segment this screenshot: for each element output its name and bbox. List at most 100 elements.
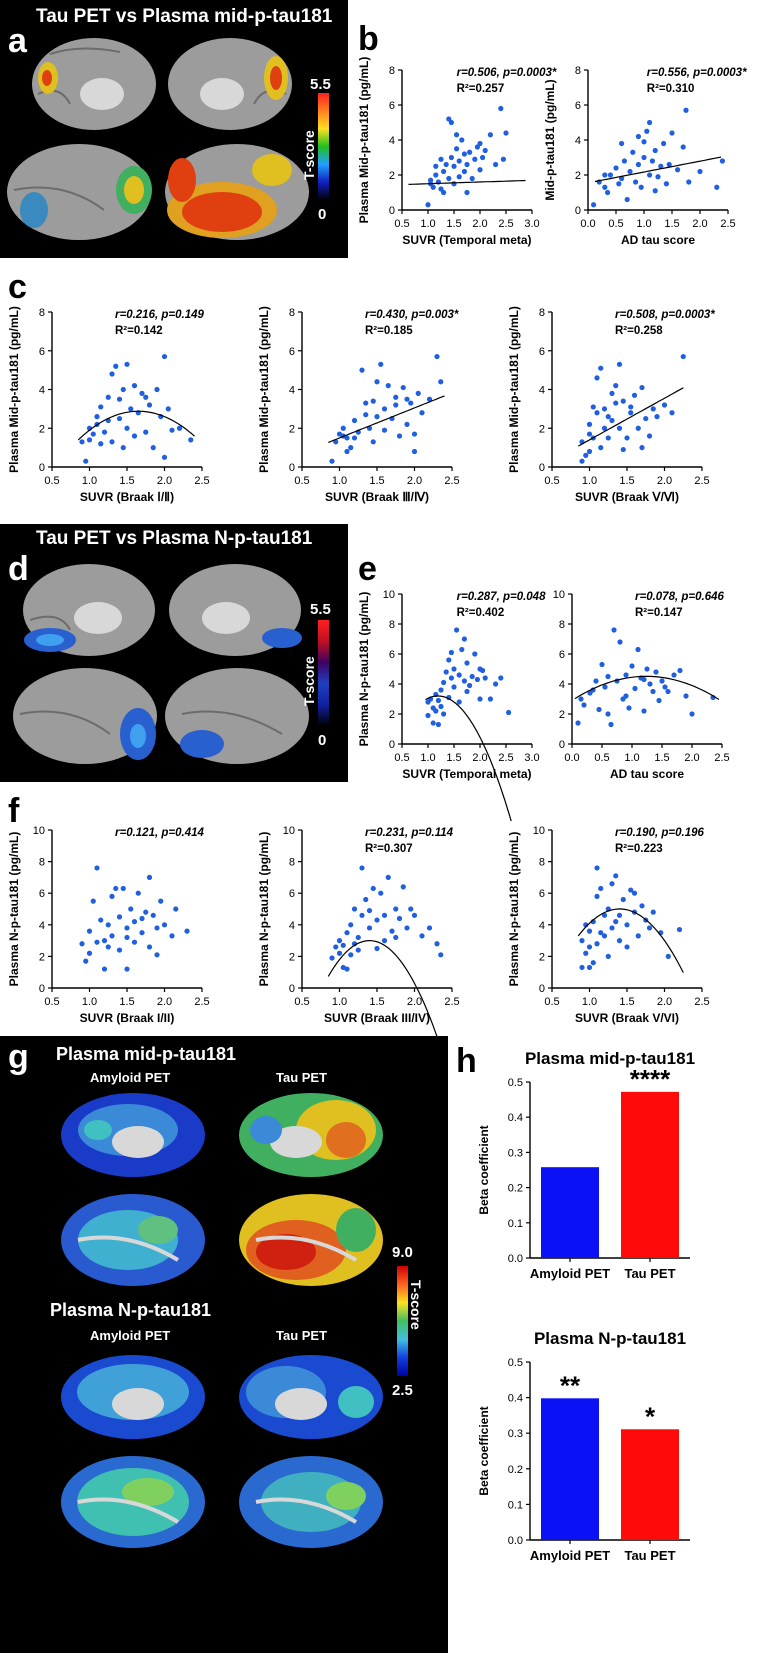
- x-tick-label: 2.0: [157, 996, 172, 1008]
- data-point: [400, 884, 406, 890]
- data-point: [477, 140, 483, 147]
- data-point: [374, 379, 380, 385]
- y-tick-label: 6: [389, 649, 395, 661]
- stat-r-squared: R²=0.257: [457, 83, 505, 95]
- data-point: [482, 147, 488, 154]
- chart-c1: 0 2 4 6 8 Plasma Mid-p-tau181 (pg/mL) 0.5 1.0 1.…: [7, 306, 210, 504]
- x-tick-label: 1.5: [654, 752, 669, 764]
- data-point: [415, 390, 421, 396]
- significance-stars: ****: [630, 1064, 671, 1094]
- data-point: [480, 667, 486, 674]
- panel-g-tau-label-2: Tau PET: [276, 1328, 328, 1343]
- data-point: [639, 903, 645, 909]
- data-point: [355, 934, 361, 941]
- data-point: [430, 720, 436, 726]
- data-point: [381, 938, 388, 944]
- y-axis-label: Plasma N-p-tau181 (pg/mL): [257, 832, 271, 987]
- bar-amyloid-pet: [541, 1167, 599, 1258]
- data-point: [433, 163, 439, 169]
- data-point: [359, 865, 365, 871]
- data-point: [620, 398, 626, 404]
- y-axis-label: Beta coefficient: [477, 1125, 491, 1214]
- brain-a-medial-right: [168, 38, 292, 130]
- y-tick-label: 0: [389, 739, 395, 751]
- data-point: [329, 458, 335, 464]
- y-tick-label: 8: [389, 65, 395, 77]
- y-tick-label: 0.2: [508, 1183, 523, 1195]
- data-point: [173, 906, 179, 912]
- data-point: [675, 167, 681, 173]
- bar-tau-pet: [621, 1091, 679, 1258]
- data-point: [120, 885, 126, 892]
- x-tick-label: 0.5: [594, 752, 609, 764]
- data-point: [109, 893, 115, 899]
- data-point: [374, 917, 380, 923]
- brain-d-medial-left: [23, 564, 155, 656]
- data-point: [689, 711, 695, 717]
- data-point: [359, 367, 365, 373]
- data-point: [355, 947, 361, 953]
- data-point: [609, 417, 615, 424]
- y-tick-label: 0.0: [508, 1535, 523, 1547]
- y-tick-label: 0: [289, 983, 295, 995]
- data-point: [697, 168, 703, 175]
- data-point: [665, 953, 671, 959]
- x-tick-label: 0.5: [294, 996, 309, 1008]
- y-tick-label: 6: [39, 346, 45, 358]
- data-point: [655, 174, 661, 180]
- data-point: [438, 687, 444, 693]
- fit-line: [327, 939, 446, 1060]
- stat-r-squared: R²=0.147: [635, 607, 683, 619]
- x-axis-label: AD tau score: [610, 767, 684, 781]
- data-point: [83, 458, 89, 464]
- y-tick-label: 4: [539, 920, 545, 932]
- data-point: [348, 445, 354, 451]
- x-tick-label: 1.0: [624, 752, 639, 764]
- data-point: [124, 425, 130, 431]
- x-tick-label: 1.0: [420, 752, 435, 764]
- y-tick-label: 2: [289, 951, 295, 963]
- data-point: [400, 384, 406, 391]
- brain-a-lateral-left: [7, 144, 152, 240]
- stat-r-p: r=0.231, p=0.114: [365, 827, 454, 839]
- data-point: [638, 184, 644, 190]
- data-point: [635, 133, 641, 140]
- data-point: [363, 400, 369, 406]
- y-tick-label: 6: [539, 888, 545, 900]
- data-point: [113, 363, 119, 369]
- data-point: [393, 402, 399, 408]
- data-point: [631, 890, 638, 896]
- data-point: [143, 909, 149, 915]
- y-tick-label: 2: [39, 423, 45, 435]
- fit-line: [328, 395, 445, 443]
- data-point: [434, 353, 440, 360]
- x-tick-label: 2.5: [714, 752, 729, 764]
- data-point: [605, 414, 611, 420]
- data-point: [393, 906, 399, 912]
- panel-label-e: e: [358, 550, 377, 588]
- data-point: [586, 944, 593, 950]
- data-point: [586, 448, 593, 455]
- data-point: [456, 158, 462, 164]
- data-point: [659, 678, 665, 684]
- x-tick-label: 1.5: [619, 475, 634, 487]
- data-point: [438, 952, 444, 958]
- data-point: [161, 353, 168, 360]
- data-point: [671, 672, 677, 678]
- panel-g-cbar-title: T-score: [408, 1280, 424, 1330]
- data-point: [652, 147, 658, 154]
- data-point: [456, 672, 462, 678]
- data-point: [628, 410, 634, 416]
- data-point: [464, 660, 470, 666]
- data-point: [433, 708, 439, 714]
- data-point: [105, 394, 111, 400]
- data-point: [493, 681, 499, 687]
- panel-g-cbar-min: 2.5: [392, 1382, 413, 1399]
- data-point: [464, 189, 470, 196]
- data-point: [446, 175, 452, 182]
- data-point: [628, 887, 634, 893]
- data-point: [411, 448, 418, 455]
- data-point: [426, 925, 433, 931]
- data-point: [616, 938, 623, 944]
- brain-g-amyloid-medial-1: [61, 1093, 205, 1177]
